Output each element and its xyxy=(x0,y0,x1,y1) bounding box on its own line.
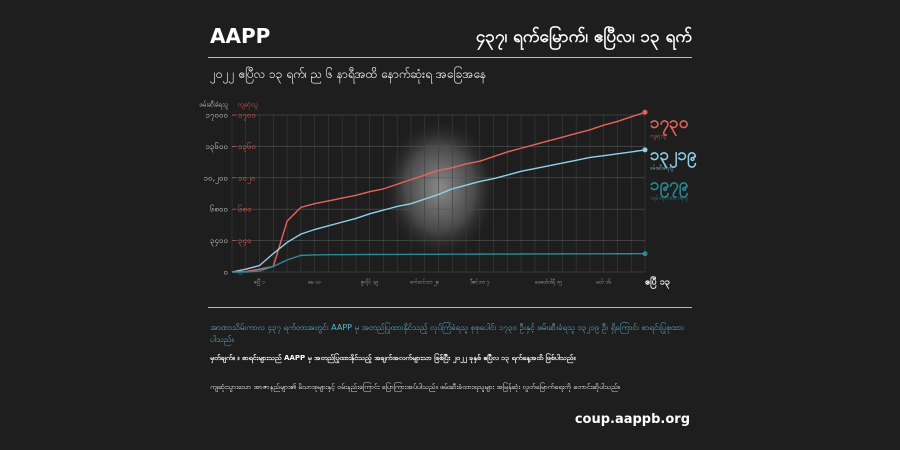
y-tick-label: ၁၃၆၀၀ xyxy=(206,141,229,153)
remark-note: မှတ်ချက်။ ။ စာရင်းများသည် AAPP မှ အတည်ပြ… xyxy=(210,354,576,362)
x-tick-label: ဧပြီ ၁၃ xyxy=(645,276,670,290)
subtitle: ၂၀၂၂ ဧပြီလ ၁၃ ရက်၊ ည ၆ နာရီအထိ နောက်ဆုံး… xyxy=(210,67,487,81)
series-line xyxy=(231,149,646,273)
series-line xyxy=(232,253,646,273)
summary-note: အာဏာသိမ်းကာလ ၄၃၇ ရက်တာအတွင်း AAPP မှ အတည… xyxy=(210,323,684,344)
divider xyxy=(208,307,692,308)
y2-tick-label: ၆၈၀ xyxy=(238,204,252,214)
x-tick-label: ဒီဇင်ဘာ ၇ xyxy=(469,280,489,286)
y2-tick-label: ၁၇၀၀ xyxy=(238,111,256,122)
y-tick-label: ၀ xyxy=(224,268,229,277)
y-tick-label: ၁၇၀၀၀ xyxy=(206,111,229,122)
brand: AAPP xyxy=(210,24,271,48)
end-point xyxy=(642,147,648,153)
legend-label: ကျဆုံးသူ xyxy=(650,134,667,140)
headline: ၄၃၇၊ ရက်မြောက်၊ ဧပြီလ၊ ၁၃ ရက် xyxy=(475,27,692,47)
legend-label: ဖမ်းဆီးခံရသူ xyxy=(650,166,674,172)
x-tick-label: မေ ၁၀ xyxy=(308,280,322,286)
end-point xyxy=(642,251,648,257)
portrait-background xyxy=(382,118,498,258)
legend-label: ဝရမ်းထုတ်ခံထားရသူ xyxy=(650,196,689,202)
y-tick-label: ၆၈၀၀ xyxy=(210,204,228,214)
series-line xyxy=(231,111,646,273)
x-tick-label: စက်တင်ဘာ ၂၈ xyxy=(410,280,439,286)
y-tick-label: ၁၀,၂၀၀ xyxy=(204,173,228,184)
condolence-note: ကျဆုံးသွားသော အာဇာနည်များ၏ မိသားစုများနှ… xyxy=(210,383,621,391)
y-axis-label: ဖမ်းဆီးခံရသူ xyxy=(200,101,229,110)
x-tick-label: ဇူလိုင် ၁၉ xyxy=(361,280,379,286)
end-point xyxy=(642,109,648,115)
divider xyxy=(208,57,692,58)
x-tick-label: မတ် ၁၆ xyxy=(596,280,611,286)
source-url: coup.aappb.org xyxy=(574,412,690,427)
y2-axis-label: ကျဆုံးသူ xyxy=(238,102,258,110)
x-tick-label: ဖေဖော်ဝါရီ ၁၅ xyxy=(535,280,562,286)
y2-tick-label: ၁၀၂၀ xyxy=(238,173,255,184)
y2-tick-label: ၁၃၆၀ xyxy=(238,141,256,153)
y2-tick-label: ၃၄၀ xyxy=(238,236,252,247)
y-tick-label: ၃၄၀၀ xyxy=(210,236,228,247)
x-tick-label: ဧပြီ ၁ xyxy=(254,279,265,286)
